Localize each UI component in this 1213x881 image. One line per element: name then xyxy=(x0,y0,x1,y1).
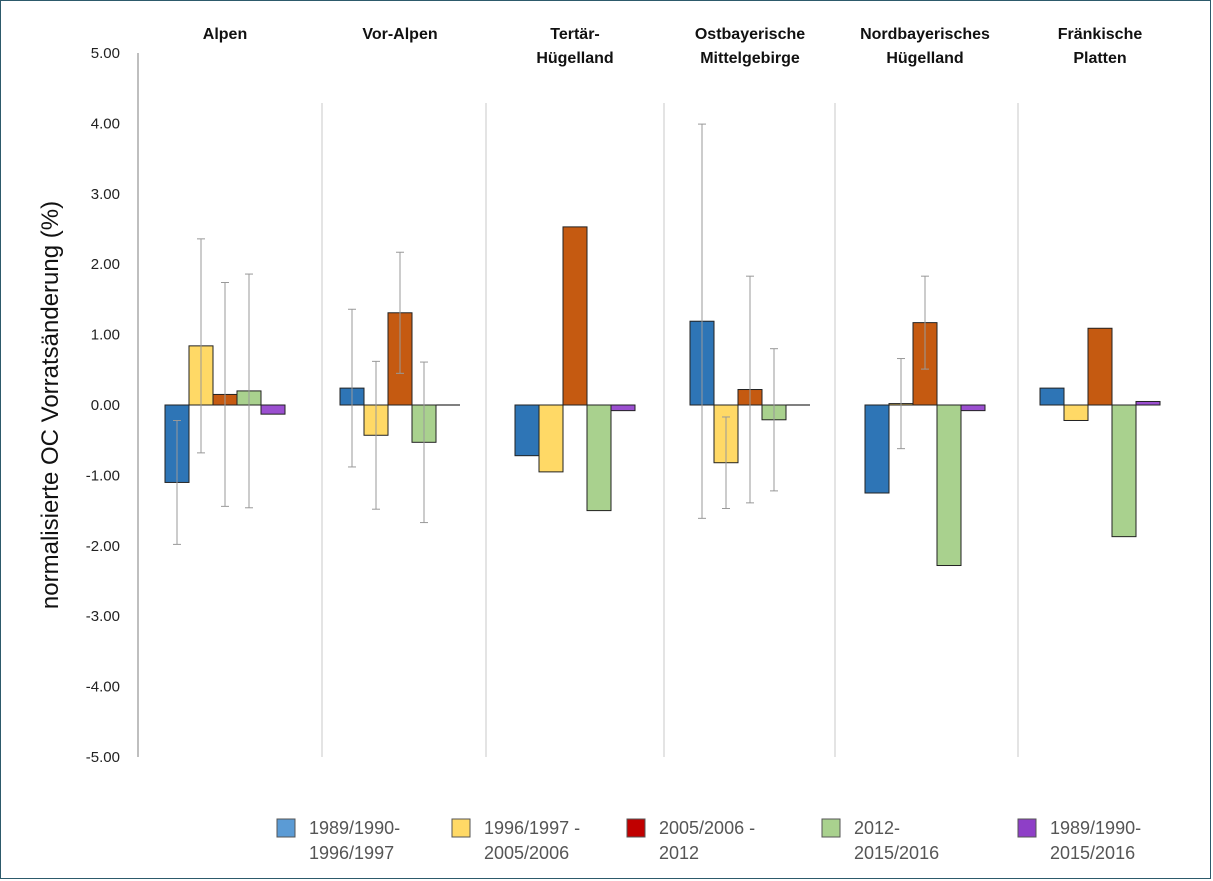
region-label: Vor-Alpen xyxy=(362,26,437,43)
y-tick-label: 2.00 xyxy=(91,256,120,273)
y-tick-label: -4.00 xyxy=(86,679,120,696)
legend-label-line: 1989/1990- xyxy=(309,818,400,838)
bar xyxy=(260,404,286,415)
region-label-line: Hügelland xyxy=(536,50,613,67)
region-labels: Alpen Vor-Alpen Tertär- Hügelland Ostbayeris… xyxy=(203,26,1143,67)
bar xyxy=(538,404,564,473)
y-tick-label: -2.00 xyxy=(86,538,120,555)
region-label-line: Ostbayerische xyxy=(695,26,805,43)
bar xyxy=(514,404,540,457)
legend-swatch xyxy=(276,818,296,838)
region-label: Nordbayerisches Hügelland xyxy=(860,26,990,67)
legend-label: 1989/1990- 2015/2016 xyxy=(1050,818,1141,863)
region-label-line: Alpen xyxy=(203,26,247,43)
y-tick-label: 3.00 xyxy=(91,186,120,203)
legend-label: 2012- 2015/2016 xyxy=(854,818,939,863)
region-label-line: Platten xyxy=(1073,50,1126,67)
legend: 1989/1990- 1996/1997 1996/1997 - 2005/2006 2… xyxy=(276,818,1141,863)
region-label: Fränkische Platten xyxy=(1058,26,1143,67)
legend-label: 1996/1997 - 2005/2006 xyxy=(484,818,580,863)
region-label: Tertär- Hügelland xyxy=(536,26,613,67)
region-label-line: Vor-Alpen xyxy=(362,26,437,43)
bars xyxy=(164,226,1161,567)
bar xyxy=(586,404,612,512)
legend-swatch xyxy=(626,818,646,838)
y-tick-label: -1.00 xyxy=(86,467,120,484)
bar xyxy=(562,226,588,406)
legend-label-line: 1996/1997 - xyxy=(484,818,580,838)
legend-label-line: 1996/1997 xyxy=(309,843,394,863)
bar xyxy=(960,404,986,412)
legend-label-line: 2005/2006 xyxy=(484,843,569,863)
legend-label-line: 2012 xyxy=(659,843,699,863)
bar xyxy=(610,404,636,412)
legend-label-line: 2015/2016 xyxy=(1050,843,1135,863)
region-label-line: Hügelland xyxy=(886,50,963,67)
y-tick-label: -5.00 xyxy=(86,749,120,766)
error-bars xyxy=(173,123,929,545)
bar xyxy=(1063,404,1089,421)
bar xyxy=(1111,404,1137,538)
y-axis-label: normalisierte OC Vorratsänderung (%) xyxy=(37,201,64,609)
legend-label-line: 2012- xyxy=(854,818,900,838)
legend-label-line: 2005/2006 - xyxy=(659,818,755,838)
legend-swatch xyxy=(1017,818,1037,838)
legend-swatch xyxy=(451,818,471,838)
region-label-line: Fränkische xyxy=(1058,26,1143,43)
bar xyxy=(1135,400,1161,406)
region-label: Ostbayerische Mittelgebirge xyxy=(695,26,805,67)
legend-label: 1989/1990- 1996/1997 xyxy=(309,818,400,863)
y-axis: 5.00 4.00 3.00 2.00 1.00 0.00 -1.00 -2.00 -3.00 -… xyxy=(86,45,139,766)
region-label: Alpen xyxy=(203,26,247,43)
legend-label-line: 1989/1990- xyxy=(1050,818,1141,838)
y-tick-label: 4.00 xyxy=(91,115,120,132)
region-label-line: Mittelgebirge xyxy=(700,50,800,67)
bar xyxy=(1039,387,1065,406)
region-label-line: Tertär- xyxy=(550,26,600,43)
legend-swatch xyxy=(821,818,841,838)
y-tick-label: -3.00 xyxy=(86,608,120,625)
bar xyxy=(936,404,962,567)
bar xyxy=(864,404,890,494)
region-label-line: Nordbayerisches xyxy=(860,26,990,43)
y-tick-label: 0.00 xyxy=(91,397,120,414)
bar xyxy=(1087,327,1113,406)
y-tick-label: 5.00 xyxy=(91,45,120,62)
legend-label-line: 2015/2016 xyxy=(854,843,939,863)
region-separators xyxy=(321,103,1019,757)
y-tick-label: 1.00 xyxy=(91,327,120,344)
legend-label: 2005/2006 - 2012 xyxy=(659,818,755,863)
